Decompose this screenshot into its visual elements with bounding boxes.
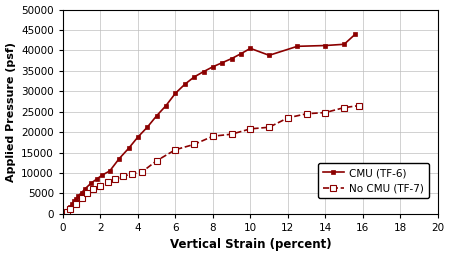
CMU (TF-6) — [64, 209, 69, 213]
CMU (TF-6) — [323, 44, 328, 47]
CMU (TF-6) — [68, 205, 73, 208]
No CMU (TF-7) — [68, 207, 73, 210]
CMU (TF-6) — [173, 92, 178, 95]
CMU (TF-6) — [353, 33, 358, 36]
No CMU (TF-7) — [105, 180, 111, 183]
Line: No CMU (TF-7): No CMU (TF-7) — [60, 103, 362, 217]
Y-axis label: Applied Pressure (psf): Applied Pressure (psf) — [5, 42, 16, 182]
CMU (TF-6) — [201, 70, 206, 73]
No CMU (TF-7) — [120, 175, 126, 178]
CMU (TF-6) — [70, 202, 75, 205]
CMU (TF-6) — [73, 197, 79, 200]
No CMU (TF-7) — [304, 112, 309, 115]
CMU (TF-6) — [220, 61, 225, 64]
CMU (TF-6) — [117, 157, 122, 160]
No CMU (TF-7) — [85, 191, 90, 194]
No CMU (TF-7) — [342, 106, 347, 109]
No CMU (TF-7) — [98, 185, 103, 188]
Line: CMU (TF-6): CMU (TF-6) — [60, 32, 358, 216]
CMU (TF-6) — [72, 200, 77, 203]
No CMU (TF-7) — [210, 135, 216, 138]
CMU (TF-6) — [342, 43, 347, 46]
CMU (TF-6) — [154, 114, 159, 117]
CMU (TF-6) — [248, 47, 253, 50]
No CMU (TF-7) — [356, 104, 362, 107]
No CMU (TF-7) — [90, 188, 95, 191]
CMU (TF-6) — [88, 182, 94, 185]
No CMU (TF-7) — [154, 159, 159, 162]
CMU (TF-6) — [60, 212, 66, 215]
CMU (TF-6) — [163, 104, 169, 107]
CMU (TF-6) — [229, 57, 234, 60]
CMU (TF-6) — [210, 65, 216, 68]
CMU (TF-6) — [75, 195, 81, 198]
No CMU (TF-7) — [323, 111, 328, 114]
CMU (TF-6) — [191, 76, 197, 79]
No CMU (TF-7) — [139, 171, 144, 174]
No CMU (TF-7) — [248, 127, 253, 130]
CMU (TF-6) — [266, 54, 272, 57]
CMU (TF-6) — [94, 178, 99, 181]
No CMU (TF-7) — [130, 172, 135, 175]
No CMU (TF-7) — [79, 196, 84, 199]
CMU (TF-6) — [238, 52, 244, 55]
Legend: CMU (TF-6), No CMU (TF-7): CMU (TF-6), No CMU (TF-7) — [318, 163, 429, 198]
No CMU (TF-7) — [112, 178, 118, 181]
No CMU (TF-7) — [60, 212, 66, 215]
No CMU (TF-7) — [73, 202, 79, 205]
No CMU (TF-7) — [64, 210, 69, 213]
CMU (TF-6) — [107, 169, 112, 172]
X-axis label: Vertical Strain (percent): Vertical Strain (percent) — [170, 238, 331, 251]
No CMU (TF-7) — [229, 133, 234, 136]
CMU (TF-6) — [135, 135, 140, 139]
No CMU (TF-7) — [173, 148, 178, 151]
CMU (TF-6) — [144, 126, 150, 129]
CMU (TF-6) — [126, 147, 131, 150]
CMU (TF-6) — [83, 187, 88, 190]
No CMU (TF-7) — [191, 143, 197, 146]
CMU (TF-6) — [182, 83, 188, 86]
CMU (TF-6) — [99, 173, 105, 177]
No CMU (TF-7) — [266, 126, 272, 129]
No CMU (TF-7) — [285, 116, 291, 120]
CMU (TF-6) — [62, 211, 68, 214]
CMU (TF-6) — [79, 191, 84, 194]
CMU (TF-6) — [295, 45, 300, 48]
CMU (TF-6) — [66, 207, 71, 210]
